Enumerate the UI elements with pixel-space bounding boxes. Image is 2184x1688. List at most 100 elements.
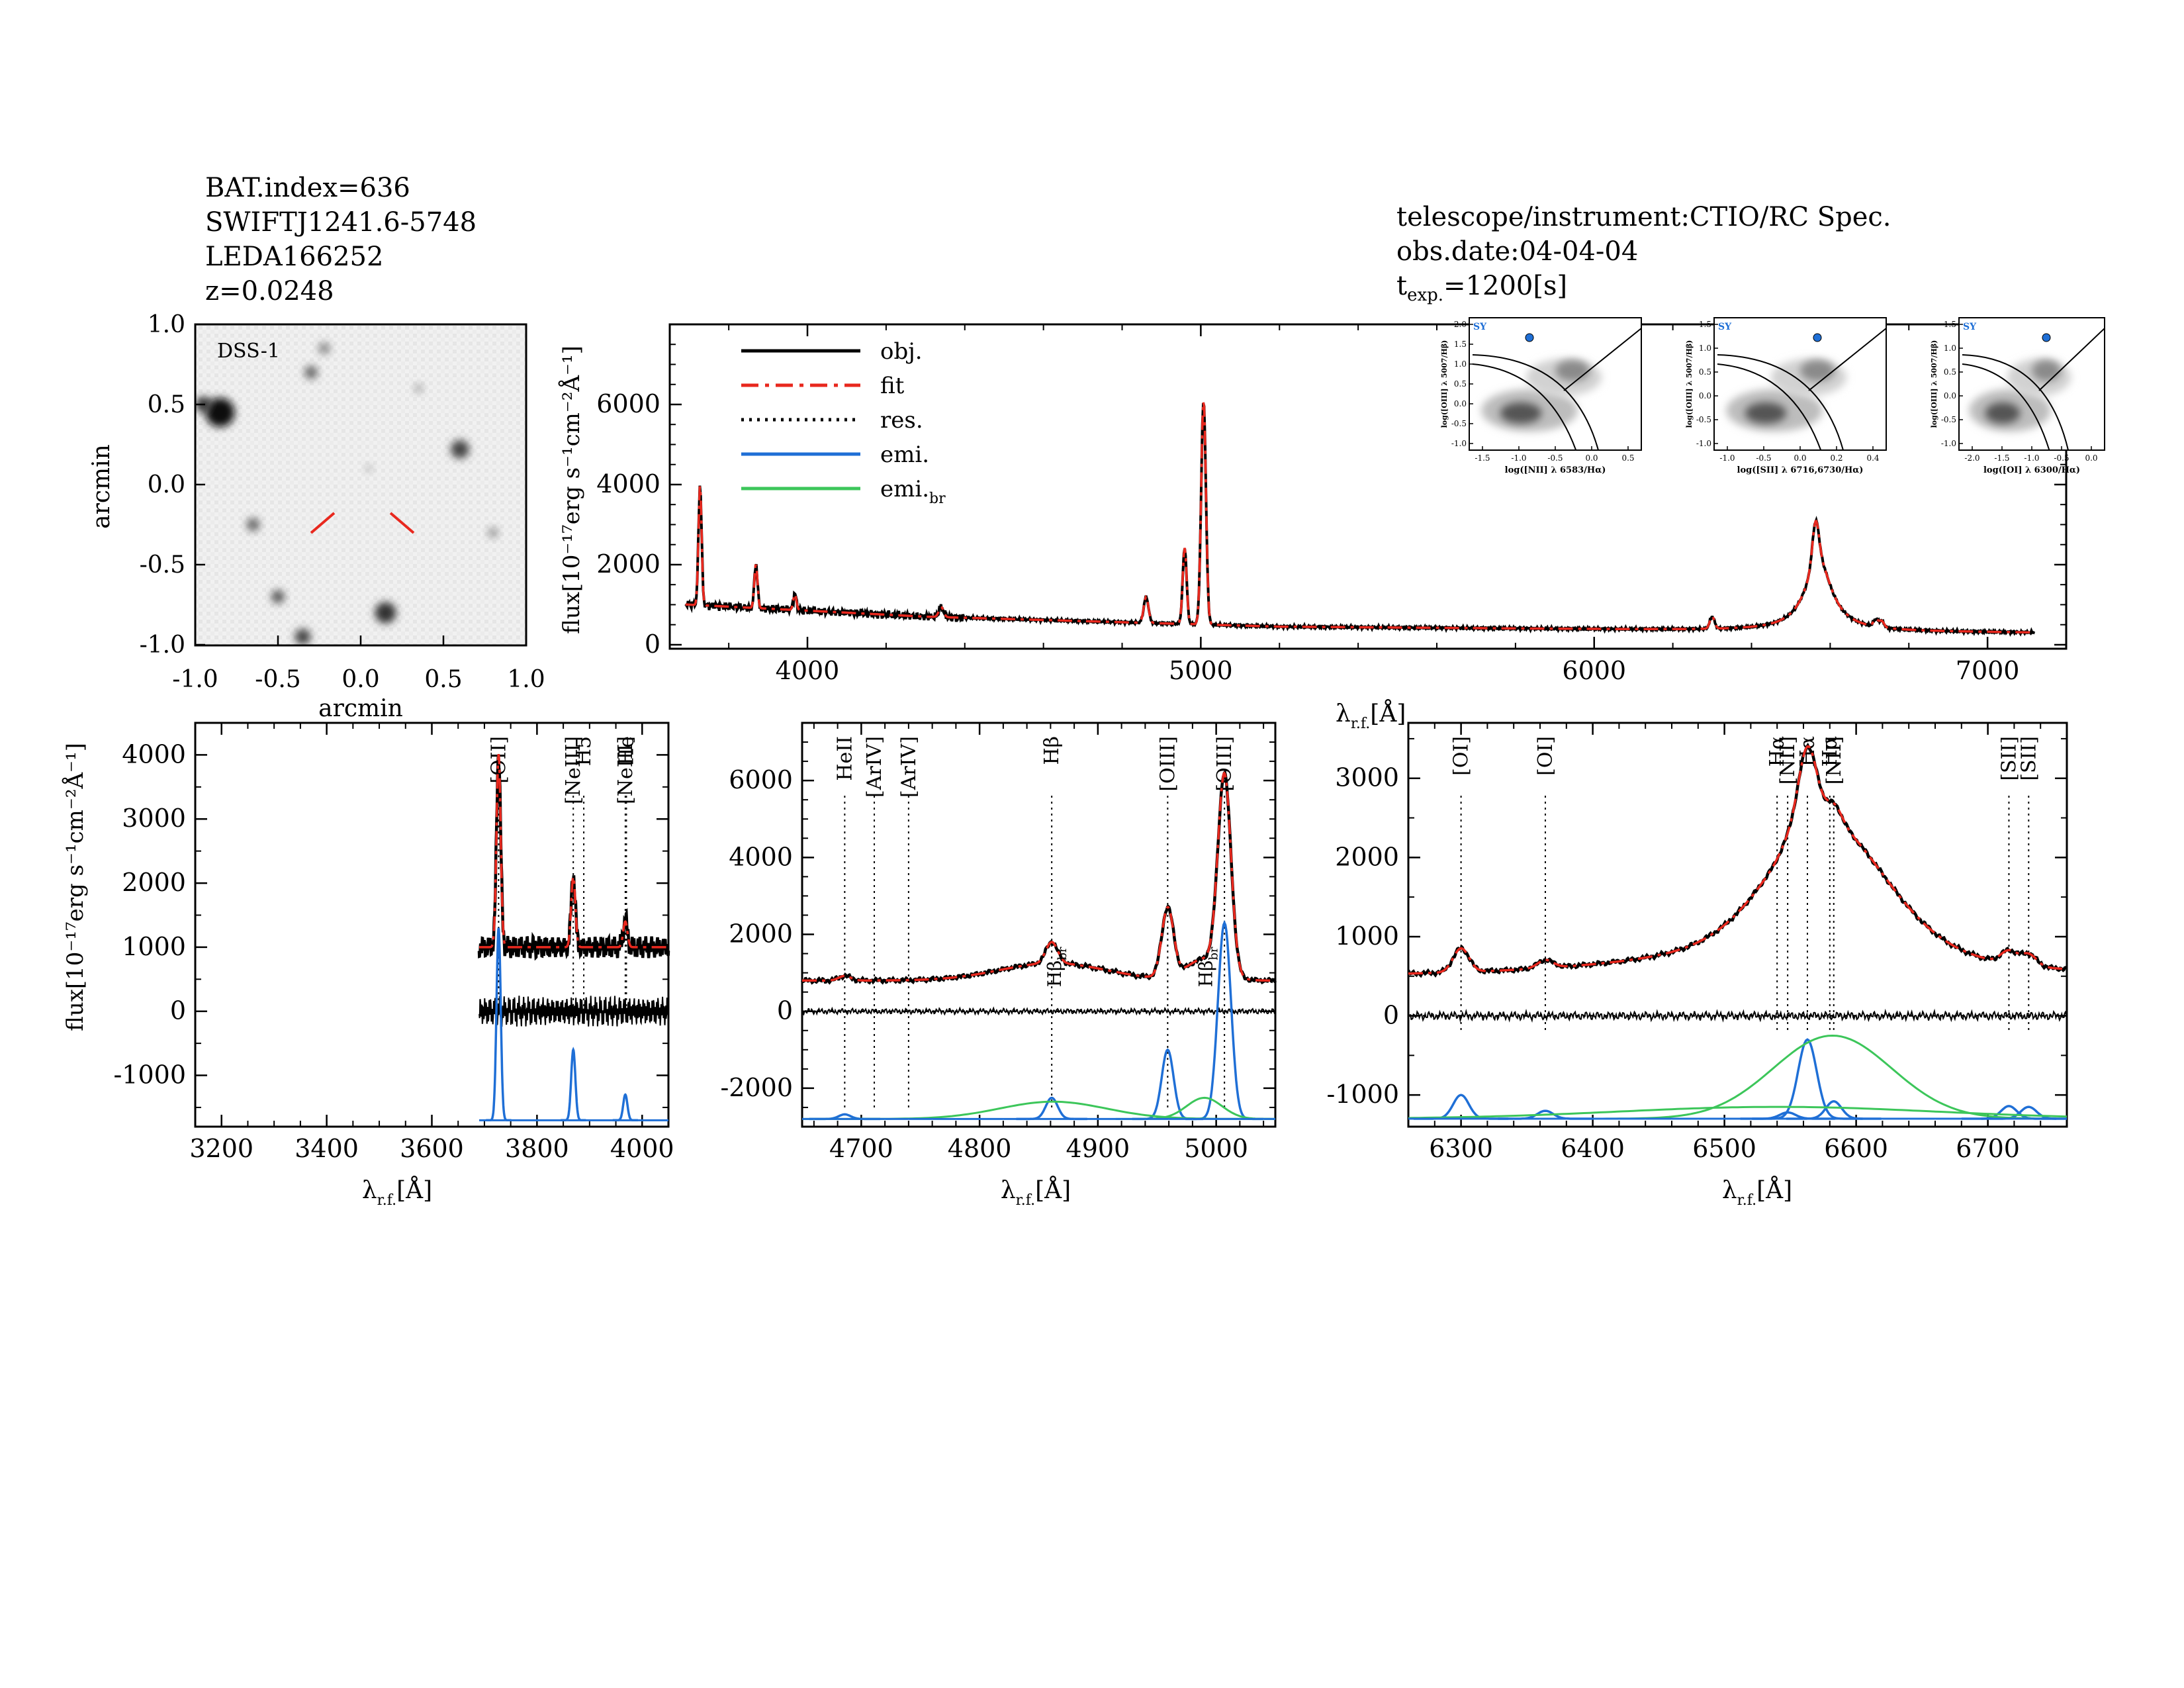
zoom3-xtick-label: 6500 xyxy=(1692,1134,1756,1163)
redshift: z=0.0248 xyxy=(205,276,334,306)
bpt-xtick-label: -1.0 xyxy=(1719,453,1735,463)
bpt-xtick-label: -1.0 xyxy=(2024,453,2039,463)
bpt-xtick-label: -1.0 xyxy=(1511,453,1526,463)
bpt-seyfert-liner-line xyxy=(1563,328,1642,391)
zoom2-ytick-label: 6000 xyxy=(729,765,793,794)
oii-xlabel-lambda: λ xyxy=(362,1177,377,1204)
bpt-inset: SY -2.0 -1.5 -1.0 -0.5 0.0 1.5 1.0 0.5 0.0 -0.5 -1.… xyxy=(1930,317,2105,475)
zoom1-ytick-label: 0 xyxy=(170,996,186,1025)
zoom1-residual-line xyxy=(478,996,669,1027)
bpt-ytick-label: 0.0 xyxy=(1699,391,1711,400)
zoom2-line-label: [OIII] xyxy=(1213,736,1236,792)
zoom2-emi-br-component xyxy=(1115,1096,1275,1120)
dss-ytick-label: 1.0 xyxy=(148,311,185,338)
bpt-source-point xyxy=(1813,333,1822,342)
zoom1-xtick-label: 3800 xyxy=(505,1134,569,1163)
full-xtick-label: 4000 xyxy=(776,656,840,685)
zoom3-ytick-label: -1000 xyxy=(1326,1080,1399,1109)
zoom3-line-label: [SII] xyxy=(1997,736,2021,781)
telescope-instrument: telescope/instrument:CTIO/RC Spec. xyxy=(1396,202,1891,232)
zoom2-line-label: HeII xyxy=(833,736,856,781)
zoom3-fit-line xyxy=(1408,745,2068,975)
bpt-xlabel: log([SII] λ 6716,6730/Hα) xyxy=(1737,465,1864,475)
zoom1-xtick-label: 3200 xyxy=(189,1134,253,1163)
full-xlabel-unit: [Å] xyxy=(1370,700,1406,727)
bpt-xtick-label: -0.5 xyxy=(2054,453,2069,463)
zoom3-xtick-label: 6300 xyxy=(1429,1134,1493,1163)
zoom2-residual-line xyxy=(801,1006,1276,1017)
zoom3-ytick-label: 2000 xyxy=(1335,842,1399,871)
bpt-insets: SY -1.5 -1.0 -0.5 0.0 0.5 2.0 1.5 1.0 0.5 0.0 -0.5 -… xyxy=(1440,317,2105,475)
zoom1-xtick-label: 3600 xyxy=(400,1134,464,1163)
zoom3-ytick-label: 1000 xyxy=(1335,921,1399,951)
zoom2-line-label: [OIII] xyxy=(1156,736,1179,792)
bpt-ytick-label: -1.0 xyxy=(1941,439,1956,448)
dss-star xyxy=(488,527,498,538)
bpt-ylabel: log([OIII] λ 5007/Hβ) xyxy=(1930,340,1938,428)
full-xtick-label: 5000 xyxy=(1169,656,1233,685)
zoom-annotation-sub: br xyxy=(1207,947,1221,961)
zoom1-ytick-label: -1000 xyxy=(113,1060,186,1090)
dss-ytick-label: -1.0 xyxy=(140,632,185,659)
dss-star xyxy=(375,602,396,624)
full-spectrum-ylabel: flux[10⁻¹⁷erg s⁻¹cm⁻²Å⁻¹] xyxy=(558,346,585,634)
bpt-ytick-label: 1.5 xyxy=(1454,340,1467,349)
bpt-ylabel: log([OIII] λ 5007/Hβ) xyxy=(1685,340,1694,428)
zoom1-ytick-label: 3000 xyxy=(122,804,186,833)
target-marker-right xyxy=(389,512,415,534)
bpt-density xyxy=(1555,360,1590,381)
bpt-ytick-label: 1.5 xyxy=(1699,320,1711,329)
zoom3-ytick-label: 3000 xyxy=(1335,763,1399,792)
zoom2-line-label: [ArIV] xyxy=(897,736,921,798)
zoom2-frame xyxy=(801,722,1277,1128)
zoom3-ytick-label: 0 xyxy=(1383,1001,1399,1030)
dss-star xyxy=(295,628,311,645)
counterpart-name: LEDA166252 xyxy=(205,242,384,272)
zoom1-obj-line xyxy=(477,755,670,961)
header-left: BAT.index=636 SWIFTJ1241.6-5748 LEDA1662… xyxy=(205,171,477,308)
bpt-xtick-label: 0.2 xyxy=(1830,453,1843,463)
dss-xtick-label: 0.5 xyxy=(424,666,462,693)
zoom3-frame xyxy=(1407,722,2068,1128)
legend-label-sub: br xyxy=(929,491,946,507)
bpt-xtick-label: 0.4 xyxy=(1866,453,1879,463)
bpt-demarcation-curve xyxy=(1472,363,1577,451)
bpt-demarcation-curve xyxy=(1717,363,1822,451)
hbeta-xlabel: λr.f.[Å] xyxy=(1001,1176,1071,1209)
oii-xlabel-unit: [Å] xyxy=(396,1176,432,1204)
texp-value: =1200[s] xyxy=(1443,271,1568,301)
bpt-inset: SY-1.0 -0.5 0.0 0.2 0.41.51.00.50.0-0.5-1.0l… xyxy=(1685,317,1887,475)
swift-name: SWIFTJ1241.6-5748 xyxy=(205,207,477,238)
bpt-density xyxy=(1745,402,1787,424)
zoom3-line-label: [OI] xyxy=(1534,736,1557,776)
dss-xtick-label: -0.5 xyxy=(255,666,300,693)
zoom2-ytick-label: -2000 xyxy=(720,1073,793,1102)
header-right: telescope/instrument:CTIO/RC Spec. obs.d… xyxy=(1396,200,1891,305)
legend-label: emi.br xyxy=(880,476,946,507)
bpt-density xyxy=(1985,402,2021,424)
zoom1-ytick-label: 4000 xyxy=(122,739,186,769)
oii-xlabel: λr.f.[Å] xyxy=(362,1176,432,1209)
full-spectrum-xlabel: λr.f.[Å] xyxy=(1336,700,1406,732)
zoom3-line-label: [SII] xyxy=(2017,736,2040,781)
bpt-ytick-label: 1.0 xyxy=(1944,344,1956,353)
dss-image-background xyxy=(195,324,526,645)
zoom2-line-label: [ArIV] xyxy=(863,736,886,798)
zoom1-xtick-label: 3400 xyxy=(295,1134,359,1163)
bpt-ytick-label: 0.5 xyxy=(1944,367,1956,377)
bpt-ytick-label: -0.5 xyxy=(1941,415,1956,424)
bpt-source-point xyxy=(1525,333,1534,342)
bpt-xtick-label: 0.0 xyxy=(1585,453,1598,463)
halpha-xlabel-sub: r.f. xyxy=(1737,1192,1756,1209)
bpt-ytick-label: 1.5 xyxy=(1944,320,1956,329)
dss-star xyxy=(318,342,330,355)
bpt-xtick-label: 0.0 xyxy=(2085,453,2097,463)
dss-star xyxy=(304,365,318,379)
zoom2-ytick-label: 4000 xyxy=(729,842,793,871)
hbeta-xlabel-sub: r.f. xyxy=(1016,1192,1035,1209)
bpt-ytick-label: 2.0 xyxy=(1454,320,1467,329)
bpt-source-point xyxy=(2042,333,2051,342)
bpt-density xyxy=(1500,402,1542,424)
dss-label: DSS-1 xyxy=(217,340,280,363)
